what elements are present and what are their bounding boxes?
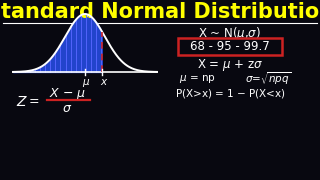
Text: $Z$: $Z$ — [16, 95, 28, 109]
FancyBboxPatch shape — [178, 38, 282, 55]
Text: $\mu$ = np: $\mu$ = np — [179, 73, 215, 85]
Text: Standard Normal Distribution: Standard Normal Distribution — [0, 2, 320, 22]
Text: X $-$ $\mu$: X $-$ $\mu$ — [49, 86, 85, 102]
Text: X ~ N($\mu$,$\sigma$): X ~ N($\mu$,$\sigma$) — [198, 24, 261, 42]
Text: μ: μ — [82, 77, 88, 87]
Text: X = $\mu$ + z$\sigma$: X = $\mu$ + z$\sigma$ — [197, 57, 263, 73]
Text: =: = — [29, 96, 39, 109]
Text: x: x — [100, 77, 106, 87]
Text: P(X>x) = 1 $-$ P(X<x): P(X>x) = 1 $-$ P(X<x) — [175, 87, 285, 100]
Text: 68 - 95 - 99.7: 68 - 95 - 99.7 — [190, 40, 270, 53]
Text: $\sigma$=$\sqrt{npq}$: $\sigma$=$\sqrt{npq}$ — [245, 71, 291, 87]
Text: $\sigma$: $\sigma$ — [62, 102, 72, 114]
